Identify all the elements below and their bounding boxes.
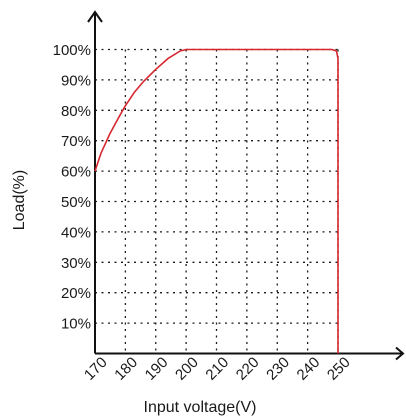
y-tick-label: 60% [61, 164, 91, 181]
x-tick-label: 170 [81, 354, 111, 384]
x-axis-arrow [395, 346, 405, 361]
x-tick-label: 180 [111, 354, 141, 384]
x-tick-label: 240 [294, 354, 324, 384]
y-tick-label: 100% [53, 42, 91, 59]
x-tick-label: 230 [263, 354, 293, 384]
x-tick-label: 250 [324, 354, 354, 384]
y-tick-label: 10% [61, 316, 91, 333]
x-tick-label: 210 [202, 354, 232, 384]
grid [95, 48, 339, 354]
x-tick-labels: 170 180 190 200 210 220 230 240 250 [81, 354, 354, 384]
series-lines [94, 48, 339, 354]
y-tick-label: 90% [61, 72, 91, 89]
y-axis-arrow [87, 10, 103, 23]
x-tick-label: 220 [233, 354, 263, 384]
series-line-0 [94, 48, 339, 354]
y-axis-label: Load(%) [11, 170, 28, 230]
axes [87, 10, 405, 361]
y-tick-label: 40% [61, 224, 91, 241]
y-tick-label: 20% [61, 285, 91, 302]
y-tick-label: 80% [61, 103, 91, 120]
x-tick-label: 190 [142, 354, 172, 384]
y-tick-labels: 10% 20% 30% 40% 50% 60% 70% 80% 90% 100% [53, 42, 91, 333]
y-tick-label: 30% [61, 255, 91, 272]
x-tick-label: 200 [172, 354, 202, 384]
y-tick-label: 50% [61, 194, 91, 211]
y-tick-label: 70% [61, 133, 91, 150]
x-axis-label: Input voltage(V) [144, 399, 257, 416]
